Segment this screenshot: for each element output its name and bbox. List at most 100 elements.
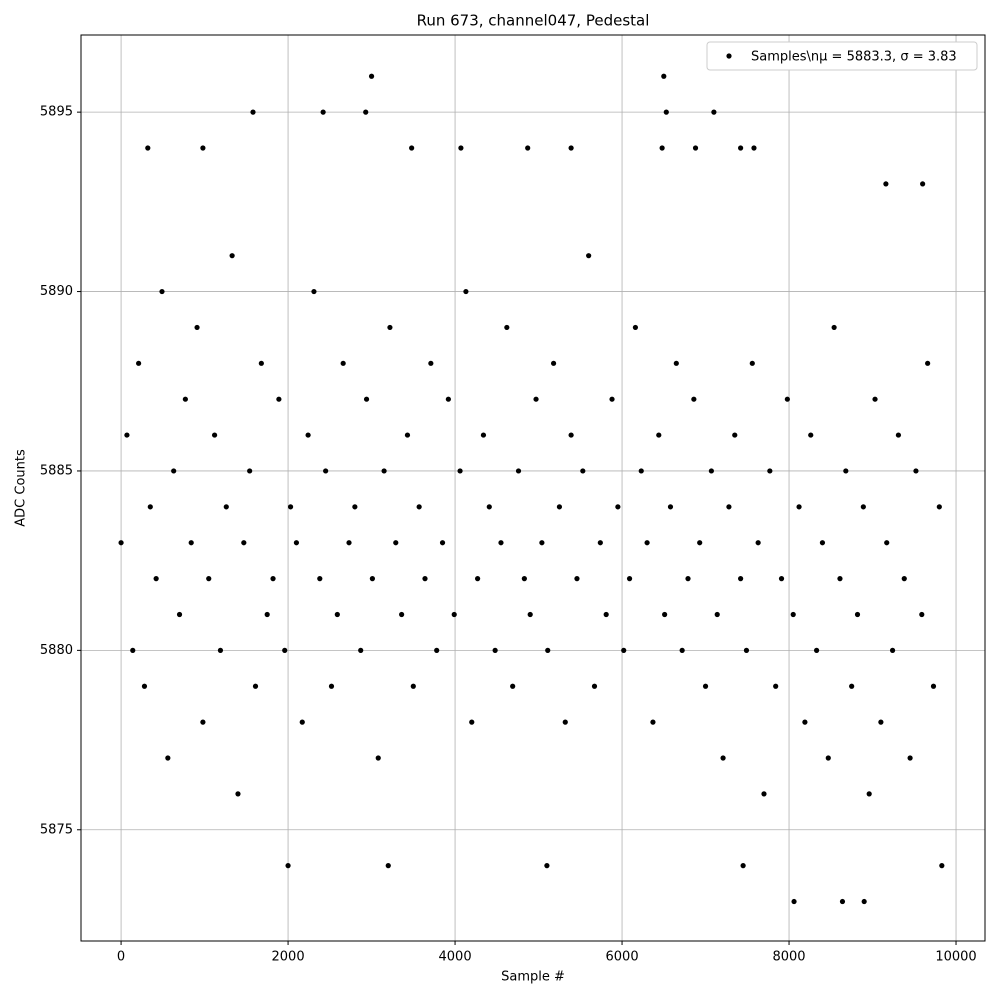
data-point — [545, 647, 551, 653]
data-point — [913, 468, 919, 474]
data-point — [165, 755, 171, 761]
data-point — [550, 360, 557, 366]
data-point — [574, 576, 580, 582]
data-point — [515, 468, 522, 474]
data-point — [422, 576, 428, 582]
data-point — [568, 432, 574, 438]
data-point — [369, 576, 375, 582]
data-point — [492, 647, 498, 653]
x-tick-label: 6000 — [606, 950, 639, 965]
data-point — [285, 863, 291, 869]
data-point — [409, 145, 415, 151]
x-axis-label: Sample # — [501, 970, 565, 985]
data-point — [323, 468, 329, 474]
data-point — [889, 647, 896, 653]
data-point — [591, 683, 598, 689]
chart-title: Run 673, channel047, Pedestal — [417, 12, 650, 30]
data-point — [387, 324, 393, 331]
data-point — [463, 288, 469, 295]
data-point — [697, 540, 703, 546]
data-point — [393, 540, 399, 546]
data-point — [363, 109, 369, 115]
data-point — [235, 791, 241, 797]
legend-box — [706, 41, 978, 71]
data-point — [510, 683, 516, 689]
data-point — [340, 360, 346, 366]
data-point — [767, 468, 773, 474]
data-point — [200, 719, 206, 725]
data-point — [925, 360, 931, 366]
data-point — [740, 863, 746, 869]
data-point — [171, 468, 177, 474]
data-point — [475, 576, 481, 582]
data-point — [317, 576, 323, 582]
data-point — [368, 73, 375, 79]
data-point — [469, 719, 475, 725]
y-axis-label: ADC Counts — [14, 449, 29, 527]
data-point — [685, 576, 691, 582]
data-point — [714, 611, 720, 618]
data-point — [726, 504, 732, 510]
data-point — [825, 755, 831, 761]
data-point — [346, 540, 352, 546]
data-point — [258, 360, 264, 366]
data-point — [556, 504, 563, 510]
data-point — [141, 683, 148, 689]
data-point — [813, 647, 820, 653]
data-point — [895, 432, 902, 438]
data-point — [206, 576, 212, 582]
data-point — [907, 755, 913, 761]
data-point — [504, 324, 510, 331]
data-point — [136, 360, 142, 366]
data-point — [755, 540, 761, 546]
data-point — [808, 432, 814, 438]
data-point — [638, 468, 644, 474]
data-point — [445, 396, 451, 402]
data-point — [615, 504, 621, 510]
data-point — [299, 719, 305, 725]
data-point — [486, 504, 492, 510]
data-point — [539, 540, 545, 546]
data-point — [328, 683, 335, 689]
data-point — [819, 540, 826, 546]
data-point — [849, 683, 855, 689]
data-point — [439, 540, 446, 546]
data-point — [276, 396, 282, 402]
data-point — [784, 396, 790, 402]
data-point — [708, 468, 714, 474]
data-point — [434, 647, 440, 653]
data-point — [410, 683, 416, 689]
data-point — [305, 432, 311, 438]
x-tick-label: 8000 — [772, 950, 805, 965]
y-tick-label: 5895 — [40, 105, 73, 120]
data-point — [791, 898, 797, 905]
data-point — [743, 647, 750, 653]
data-point — [287, 504, 294, 510]
data-point — [270, 576, 276, 582]
data-point — [176, 611, 183, 618]
data-point — [843, 468, 849, 474]
data-point — [498, 540, 504, 546]
y-tick-label: 5875 — [40, 822, 73, 837]
legend-marker — [726, 53, 732, 59]
data-point — [375, 755, 381, 761]
data-point — [692, 145, 699, 151]
data-point — [796, 504, 802, 510]
data-point — [659, 145, 665, 151]
data-point — [632, 324, 639, 331]
data-point — [385, 863, 391, 869]
x-tick-label: 10000 — [935, 950, 976, 965]
data-point — [732, 432, 738, 438]
y-tick-label: 5880 — [40, 643, 73, 658]
data-point — [644, 540, 650, 546]
x-tick-label: 2000 — [272, 950, 305, 965]
data-point — [773, 683, 779, 689]
data-point — [241, 540, 247, 546]
data-point — [663, 109, 669, 115]
data-point — [778, 576, 785, 582]
data-point — [883, 181, 889, 187]
legend-label: Samples\nμ = 5883.3, σ = 3.83 — [751, 50, 957, 65]
data-point — [533, 396, 539, 402]
data-point — [662, 611, 668, 618]
data-point — [200, 145, 206, 151]
